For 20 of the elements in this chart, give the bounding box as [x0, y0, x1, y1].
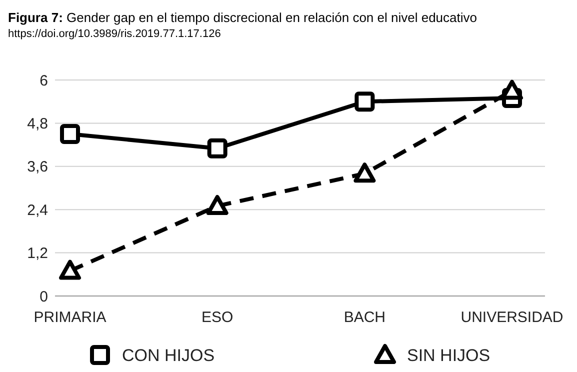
- x-tick-label: PRIMARIA: [34, 309, 106, 326]
- point: [354, 92, 375, 112]
- point: [206, 195, 228, 215]
- x-tick-label: ESO: [201, 309, 234, 326]
- x-tick-label: BACH: [344, 309, 386, 326]
- y-tick-label: 4,8: [27, 115, 48, 132]
- point: [207, 138, 228, 158]
- legend-label: SIN HIJOS: [407, 346, 490, 365]
- y-tick-label: 3,6: [27, 158, 48, 176]
- point: [59, 260, 81, 280]
- legend-label: CON HIJOS: [122, 346, 215, 365]
- y-tick-label: 0: [40, 288, 48, 306]
- x-tick-label: UNIVERSIDAD: [460, 309, 564, 326]
- y-tick-label: 2,4: [27, 202, 48, 219]
- chart-title: Figura 7: Gender gap en el tiempo discrecional en relación con el nivel educativo: [8, 10, 477, 25]
- point: [60, 124, 80, 144]
- y-tick-label: 6: [40, 72, 48, 90]
- chart-subtitle: https://doi.org/10.3989/ris.2019.77.1.17.126: [8, 28, 221, 40]
- point: [354, 162, 376, 183]
- y-tick-label: 1,2: [27, 245, 48, 262]
